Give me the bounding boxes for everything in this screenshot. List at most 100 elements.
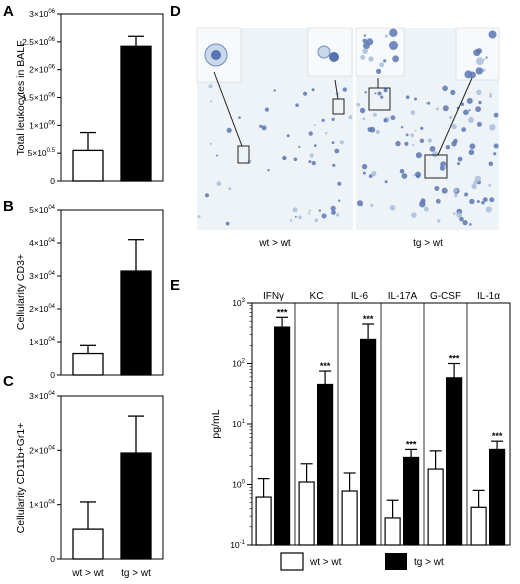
bar-a-0	[72, 149, 104, 182]
inset-tg-1-cell	[384, 34, 388, 38]
cell-wt	[321, 118, 325, 122]
cell-tg	[367, 127, 373, 132]
cell-wt	[331, 210, 336, 215]
inset-tg-2-cells	[464, 30, 497, 79]
category-label-e-5: IL-1α	[477, 291, 500, 302]
bar-a-1	[120, 45, 152, 182]
cell-wt	[264, 107, 269, 112]
cell-tg	[450, 89, 456, 96]
cell-tg	[464, 192, 469, 197]
cell-wt	[338, 199, 341, 202]
cell-wt	[294, 215, 297, 218]
cell-wt	[216, 181, 222, 187]
cell-tg	[410, 133, 414, 138]
cell-tg	[356, 102, 361, 107]
cells-wt	[197, 84, 353, 226]
cell-tg	[482, 197, 488, 203]
inset-tg-2-cell	[488, 30, 497, 39]
bar-e-1-1	[317, 383, 334, 546]
cell-tg	[449, 115, 453, 119]
y-tick-label-b-3: 3×1004	[29, 271, 55, 281]
inset-tg-1-cells	[360, 28, 399, 74]
y-axis-label-c: Cellularity CD11b+Gr1+	[15, 423, 27, 534]
cell-wt	[273, 89, 276, 92]
bar-e-0-3	[384, 517, 401, 546]
cell-wt	[289, 219, 293, 222]
significance-e-4: ***	[449, 354, 460, 364]
bar-c-0	[72, 528, 104, 560]
inset-tg-1-cell	[392, 55, 399, 63]
panel-label-c: C	[3, 373, 14, 390]
cell-wt	[330, 205, 336, 211]
cell-tg	[419, 201, 426, 208]
bar-e-0-0	[255, 496, 272, 546]
cell-tg	[469, 143, 476, 150]
bar-e-0-1	[298, 481, 315, 546]
cell-wt	[325, 132, 328, 135]
cell-tg	[429, 146, 436, 152]
y-tick-label-a-3: 1.5×1006	[22, 93, 56, 103]
cell-wt	[298, 215, 302, 220]
category-label-e-1: KC	[310, 291, 324, 302]
cell-wt	[311, 161, 316, 166]
y-axis-label-b: Cellularity CD3+	[15, 254, 27, 330]
y-tick-label-c-2: 2×1004	[29, 445, 55, 455]
cell-tg	[468, 109, 471, 112]
cell-tg	[405, 95, 410, 99]
cell-tg	[425, 102, 428, 105]
cell-wt	[348, 115, 353, 120]
cell-wt	[303, 91, 308, 96]
cell-tg	[461, 127, 467, 132]
cell-tg	[451, 123, 457, 130]
pointer-wt-1	[213, 71, 243, 147]
cell-tg	[370, 203, 374, 207]
cell-tg	[384, 180, 388, 184]
cell-tg	[415, 171, 421, 178]
cell-tg	[419, 138, 425, 143]
bar-e-0-2	[341, 490, 358, 546]
significance-e-5: ***	[492, 431, 503, 441]
cell-wt	[313, 144, 317, 148]
roi-wt-1	[237, 145, 250, 164]
cell-tg	[389, 205, 396, 211]
cell-tg	[481, 201, 485, 205]
y-tick-label-a-6: 3×1006	[29, 9, 55, 19]
cell-tg	[489, 92, 492, 96]
chart-c: 0 1×1004 2×1004 3×1004 Cellularity CD11b+Gr1…	[15, 391, 164, 564]
panel-label-b: B	[3, 198, 14, 215]
legend-label-wt: wt > wt	[309, 557, 342, 568]
panel-label-a: A	[3, 3, 14, 20]
cell-tg	[435, 107, 439, 111]
cell-tg	[457, 162, 461, 166]
y-tick-label-a-5: 2.5×1006	[22, 37, 56, 47]
y-tick-label-b-0: 0	[50, 370, 55, 380]
bar-e-1-2	[360, 338, 377, 546]
cell-tg	[456, 212, 462, 218]
cell-wt	[298, 145, 301, 148]
cell-wt	[292, 207, 298, 213]
cell-tg	[368, 174, 373, 179]
cell-tg	[404, 141, 409, 146]
cell-tg	[411, 212, 417, 218]
category-label-e-4: G-CSF	[430, 291, 461, 302]
cell-tg	[420, 126, 424, 130]
bar-e-0-5	[470, 506, 487, 546]
cell-wt	[334, 148, 340, 154]
cell-tg	[471, 183, 477, 190]
cell-tg	[434, 186, 440, 191]
bar-b-0	[72, 352, 104, 376]
cell-wt	[209, 142, 212, 145]
y-tick-label-a-4: 2×1006	[29, 65, 55, 75]
roi-tg-2	[424, 154, 448, 179]
micrograph-label-tg: tg > wt	[413, 238, 443, 249]
cell-tg	[488, 161, 494, 167]
bar-e-1-5	[489, 448, 506, 546]
inset-tg-2-cell	[473, 49, 481, 57]
inset-wt-2-cell-2	[329, 52, 339, 62]
cell-wt	[313, 124, 316, 127]
plot-frame-b	[60, 209, 164, 376]
y-tick-label-a-0: 0	[50, 176, 55, 186]
cell-tg	[374, 92, 377, 95]
cell-wt	[226, 127, 232, 133]
